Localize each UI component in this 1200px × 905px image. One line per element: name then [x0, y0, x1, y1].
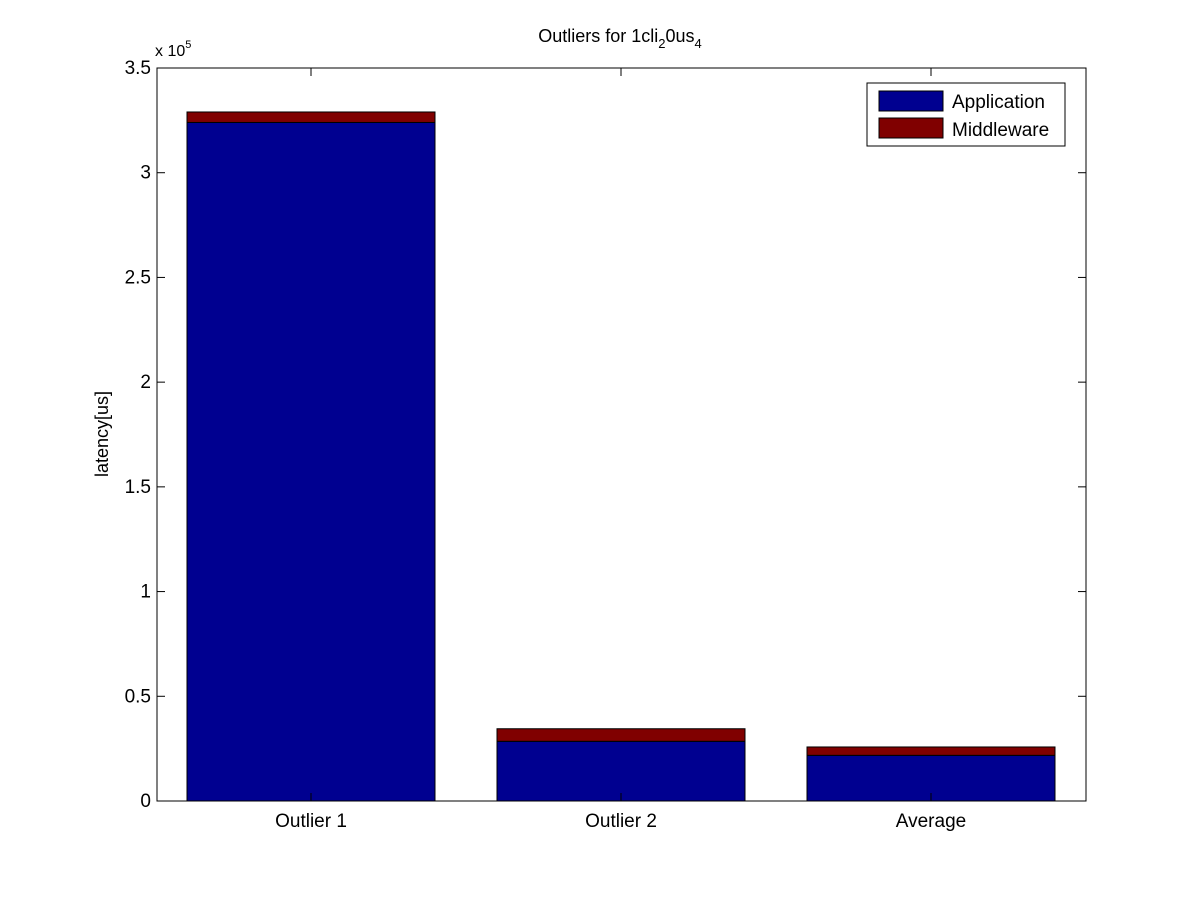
ticks-layer — [157, 67, 1086, 802]
y-tick-label: 3.5 — [125, 58, 151, 79]
bar-middleware-average — [806, 746, 1056, 756]
bars-layer — [186, 111, 1056, 802]
legend-swatch-application — [878, 90, 944, 112]
chart-title: Outliers for 1cli20us4 — [538, 26, 702, 51]
y-tick-label: 2.5 — [125, 267, 151, 288]
bar-application-outlier-1 — [186, 121, 436, 802]
x-tick-label: Outlier 2 — [585, 811, 657, 832]
x-tick-label: Average — [896, 811, 966, 832]
y-tick-label: 0 — [140, 791, 151, 812]
legend: Application Middleware — [866, 82, 1066, 147]
y-axis-label: latency[us] — [92, 391, 112, 477]
y-tick-label: 1 — [140, 582, 151, 603]
legend-label-application: Application — [952, 92, 1045, 113]
x-tick-label: Outlier 1 — [275, 811, 347, 832]
bar-application-outlier-2 — [496, 740, 746, 802]
tick-labels-layer: Outlier 1 Outlier 2 Average 0 0.5 1 1.5 2 2.5 3 3.… — [125, 58, 967, 832]
y-tick-label: 1.5 — [125, 477, 151, 498]
bar-middleware-outlier-1 — [186, 111, 436, 123]
y-axis-exponent-label: x 105 — [155, 39, 191, 60]
y-tick-label: 2 — [140, 372, 151, 393]
y-tick-label: 3 — [140, 163, 151, 184]
bar-middleware-outlier-2 — [496, 728, 746, 742]
legend-label-middleware: Middleware — [952, 120, 1049, 141]
y-tick-label: 0.5 — [125, 686, 151, 707]
legend-swatch-middleware — [878, 117, 944, 139]
